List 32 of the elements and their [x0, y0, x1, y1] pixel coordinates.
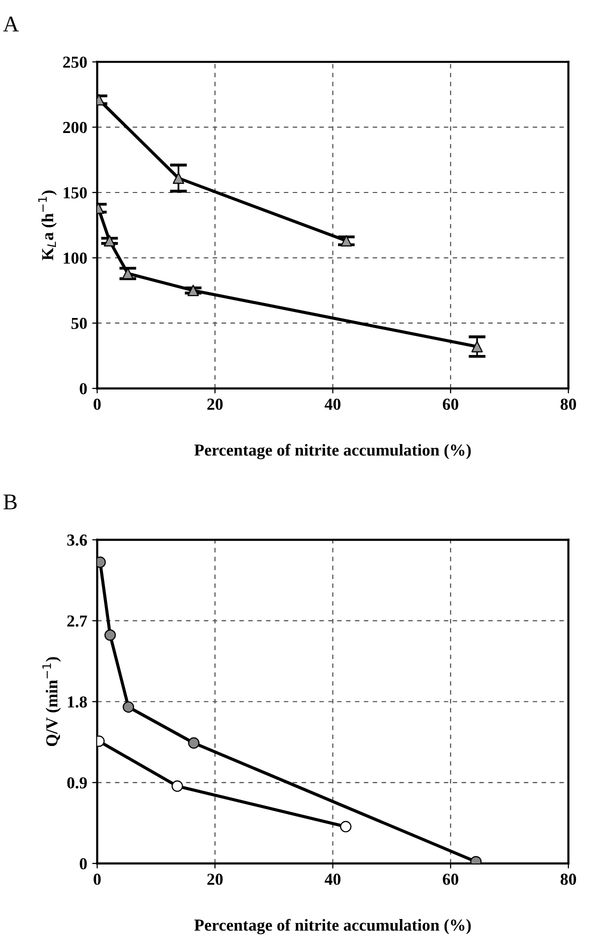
y-axis-title: K$_{L}$a (h$^{−1}$) — [38, 190, 57, 260]
x-tick-label: 40 — [324, 874, 340, 885]
point — [187, 284, 199, 296]
y-tick-label: 100 — [64, 252, 87, 264]
y-tick-label: 0 — [80, 858, 87, 870]
point — [104, 235, 116, 247]
x-axis-title: Percentage of nitrite accumulation (%) — [194, 444, 471, 460]
x-tick-label: 0 — [94, 398, 101, 410]
y-tick-label: 200 — [63, 122, 87, 134]
y-tick-label: 250 — [63, 56, 87, 68]
x-tick-label: 0 — [94, 874, 101, 885]
point — [471, 340, 483, 352]
x-tick-label: 60 — [442, 398, 458, 410]
x-tick-label: 40 — [324, 398, 340, 410]
x-tick-label: 80 — [560, 398, 576, 410]
chart-title: B — [4, 494, 17, 510]
y-axis-title: Q/V (min$^{−1}$) — [42, 657, 61, 746]
x-tick-label: 80 — [560, 874, 576, 885]
y-tick-label: 0.9 — [67, 777, 87, 789]
x-tick-label: 60 — [442, 874, 458, 885]
point — [172, 172, 184, 184]
y-tick-label: 0 — [80, 383, 87, 394]
chart-title: A — [3, 16, 19, 32]
y-tick-label: 3.6 — [67, 534, 87, 546]
y-tick-label: 1.8 — [68, 696, 87, 708]
x-tick-label: 20 — [207, 874, 223, 885]
y-tick-label: 2.7 — [67, 615, 88, 627]
x-tick-label: 20 — [207, 398, 223, 410]
y-tick-label: 150 — [64, 187, 87, 198]
point — [340, 235, 352, 247]
y-tick-label: 50 — [71, 318, 87, 330]
x-axis-title: Percentage of nitrite accumulation (%) — [194, 918, 471, 934]
